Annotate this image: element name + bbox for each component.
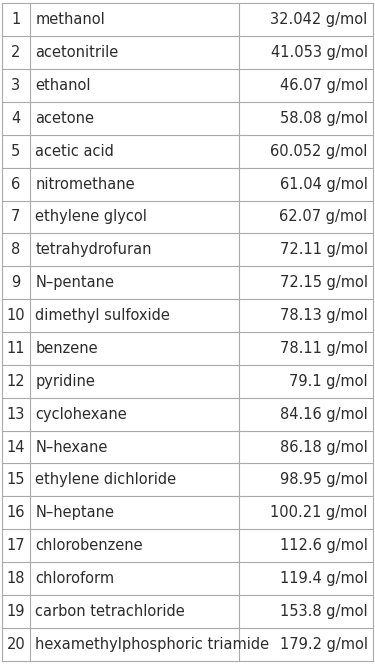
- Text: 4: 4: [11, 111, 20, 126]
- Text: 112.6 g/mol: 112.6 g/mol: [280, 538, 368, 553]
- Text: methanol: methanol: [35, 12, 105, 27]
- Text: 10: 10: [6, 308, 25, 323]
- Text: nitromethane: nitromethane: [35, 177, 135, 192]
- Text: cyclohexane: cyclohexane: [35, 406, 127, 422]
- Text: 84.16 g/mol: 84.16 g/mol: [280, 406, 368, 422]
- Text: 15: 15: [6, 472, 25, 487]
- Text: chlorobenzene: chlorobenzene: [35, 538, 143, 553]
- Text: 153.8 g/mol: 153.8 g/mol: [280, 604, 368, 619]
- Text: 58.08 g/mol: 58.08 g/mol: [280, 111, 368, 126]
- Text: 18: 18: [6, 571, 25, 586]
- Text: 1: 1: [11, 12, 20, 27]
- Text: benzene: benzene: [35, 341, 98, 356]
- Text: 6: 6: [11, 177, 20, 192]
- Text: 72.11 g/mol: 72.11 g/mol: [279, 242, 368, 258]
- Text: 60.052 g/mol: 60.052 g/mol: [270, 143, 368, 159]
- Text: carbon tetrachloride: carbon tetrachloride: [35, 604, 185, 619]
- Text: 16: 16: [6, 505, 25, 521]
- Text: 12: 12: [6, 374, 25, 389]
- Text: chloroform: chloroform: [35, 571, 114, 586]
- Text: ethanol: ethanol: [35, 78, 91, 93]
- Text: N–hexane: N–hexane: [35, 440, 108, 455]
- Text: dimethyl sulfoxide: dimethyl sulfoxide: [35, 308, 170, 323]
- Text: 32.042 g/mol: 32.042 g/mol: [270, 12, 368, 27]
- Text: acetic acid: acetic acid: [35, 143, 114, 159]
- Text: 3: 3: [11, 78, 20, 93]
- Text: 8: 8: [11, 242, 20, 258]
- Text: 61.04 g/mol: 61.04 g/mol: [280, 177, 368, 192]
- Text: pyridine: pyridine: [35, 374, 95, 389]
- Text: 79.1 g/mol: 79.1 g/mol: [289, 374, 368, 389]
- Text: ethylene dichloride: ethylene dichloride: [35, 472, 176, 487]
- Text: N–pentane: N–pentane: [35, 275, 114, 290]
- Text: 13: 13: [7, 406, 25, 422]
- Text: 7: 7: [11, 209, 21, 224]
- Text: 20: 20: [6, 637, 25, 652]
- Text: 179.2 g/mol: 179.2 g/mol: [279, 637, 368, 652]
- Text: 62.07 g/mol: 62.07 g/mol: [279, 209, 368, 224]
- Text: 78.13 g/mol: 78.13 g/mol: [280, 308, 368, 323]
- Text: 98.95 g/mol: 98.95 g/mol: [280, 472, 368, 487]
- Text: acetonitrile: acetonitrile: [35, 45, 118, 60]
- Text: 86.18 g/mol: 86.18 g/mol: [280, 440, 368, 455]
- Text: ethylene glycol: ethylene glycol: [35, 209, 147, 224]
- Text: 5: 5: [11, 143, 20, 159]
- Text: 46.07 g/mol: 46.07 g/mol: [279, 78, 368, 93]
- Text: 17: 17: [6, 538, 25, 553]
- Text: 14: 14: [6, 440, 25, 455]
- Text: 41.053 g/mol: 41.053 g/mol: [270, 45, 368, 60]
- Text: hexamethylphosphoric triamide: hexamethylphosphoric triamide: [35, 637, 269, 652]
- Text: 11: 11: [6, 341, 25, 356]
- Text: 19: 19: [6, 604, 25, 619]
- Text: acetone: acetone: [35, 111, 94, 126]
- Text: 9: 9: [11, 275, 20, 290]
- Text: 100.21 g/mol: 100.21 g/mol: [270, 505, 368, 521]
- Text: 72.15 g/mol: 72.15 g/mol: [279, 275, 368, 290]
- Text: tetrahydrofuran: tetrahydrofuran: [35, 242, 152, 258]
- Text: 119.4 g/mol: 119.4 g/mol: [280, 571, 368, 586]
- Text: N–heptane: N–heptane: [35, 505, 114, 521]
- Text: 78.11 g/mol: 78.11 g/mol: [280, 341, 368, 356]
- Text: 2: 2: [11, 45, 21, 60]
